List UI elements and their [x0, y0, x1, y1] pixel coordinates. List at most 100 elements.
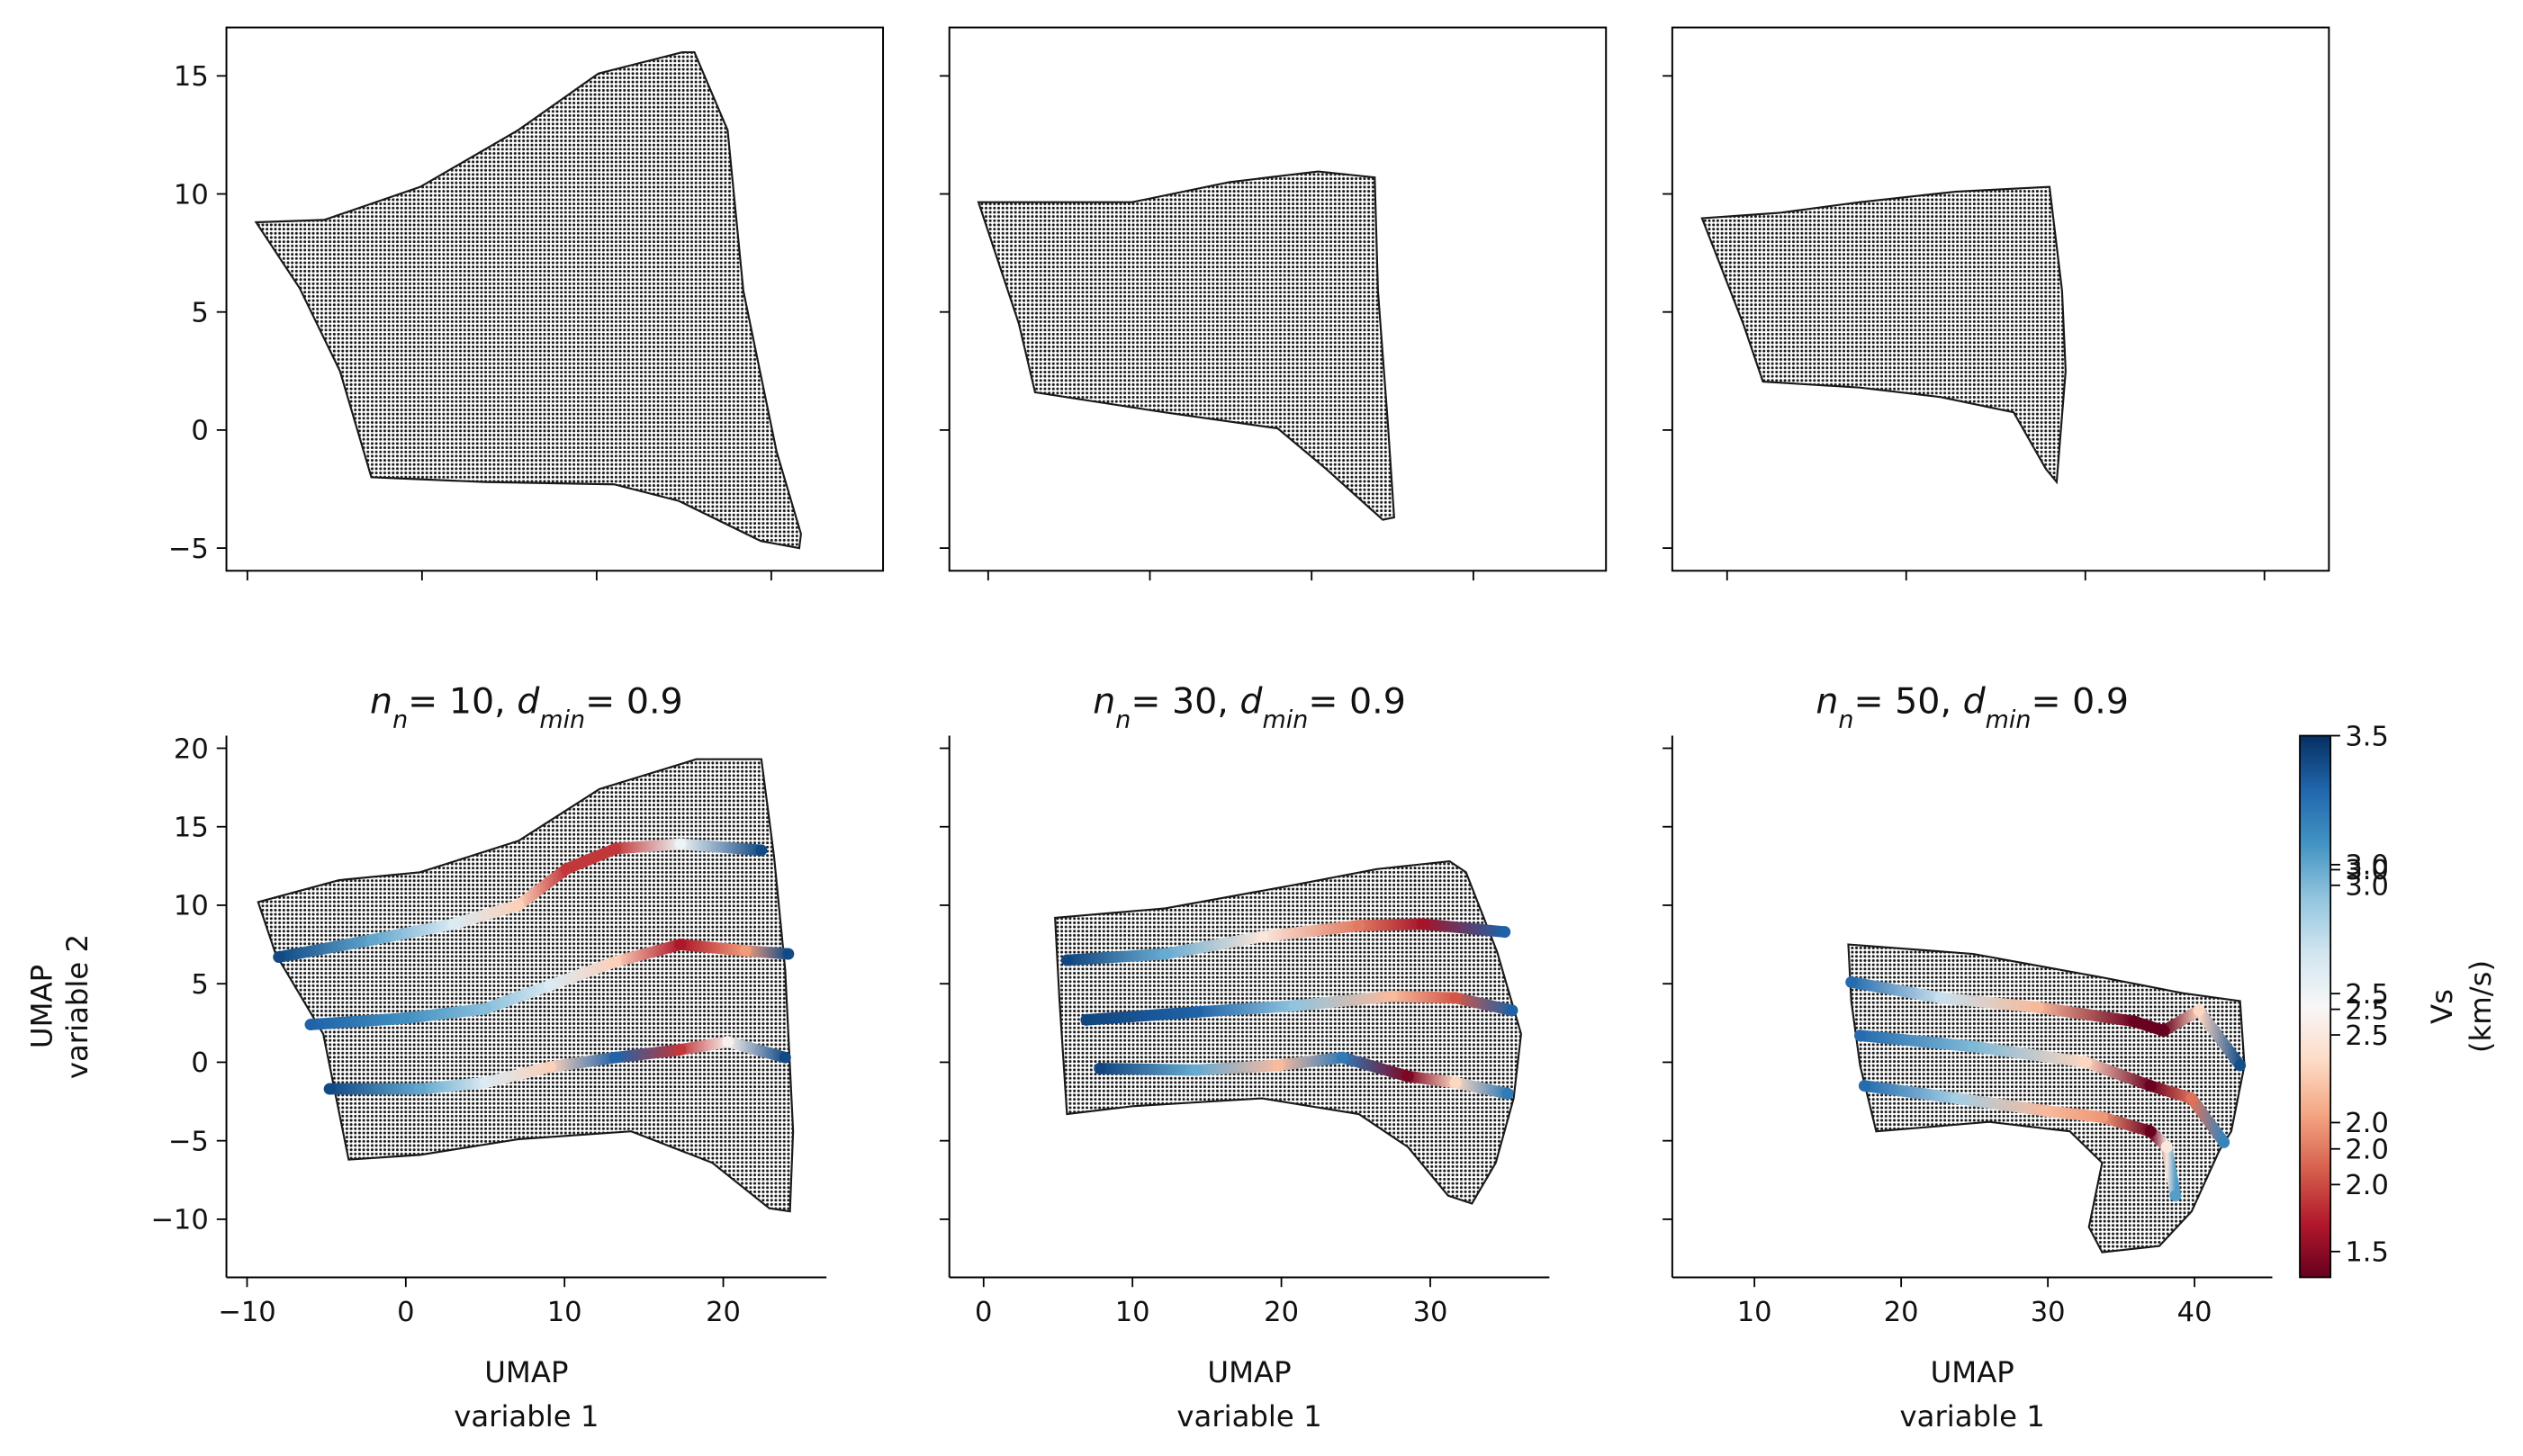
track-point: [609, 842, 622, 855]
y-tick-label: 20: [174, 733, 209, 765]
track-line: [323, 1036, 791, 1095]
track-point: [1858, 1080, 1870, 1092]
track-point: [544, 979, 556, 992]
track-point: [2128, 1015, 2140, 1028]
track-line: [304, 939, 795, 1030]
y-tick-label: −10: [150, 1205, 208, 1236]
title-part: n: [1115, 706, 1131, 733]
x-tick-label: 30: [1413, 1297, 1448, 1328]
colorbar-tick-label: 2.0: [2345, 1108, 2389, 1139]
axes-frame: [225, 26, 885, 572]
track-point: [1417, 918, 1429, 930]
point-cloud: [257, 758, 795, 1213]
axes-frame: [948, 26, 1608, 572]
colorbar: [2299, 734, 2332, 1279]
track-point: [479, 1076, 491, 1089]
track-point: [2234, 1059, 2247, 1072]
track-point: [1449, 1076, 1462, 1089]
track-line: [273, 838, 768, 963]
track-point: [2095, 1111, 2108, 1123]
track-point: [1289, 1000, 1301, 1012]
point-cloud: [1054, 859, 1522, 1205]
y-tick-label: 5: [191, 969, 208, 1001]
track-point: [755, 844, 768, 857]
track-point: [512, 899, 525, 912]
title-part: = 50,: [1854, 680, 1963, 722]
y-tick-label: 0: [191, 1047, 208, 1079]
track-point: [1501, 1087, 1514, 1100]
track-point: [2144, 1080, 2157, 1092]
track-point: [1080, 1013, 1093, 1026]
track-point: [1499, 926, 1511, 939]
track-point: [722, 1036, 734, 1048]
y-tick-label: −5: [168, 1126, 209, 1157]
colorbar-tick-label: 2.5: [2345, 979, 2389, 1011]
track-line: [1854, 1029, 2230, 1148]
y-tick-label: 0: [191, 416, 208, 447]
track-line: [1080, 990, 1518, 1026]
colorbar-tick-label: 2.5: [2345, 1020, 2389, 1052]
point-cloud: [254, 51, 802, 550]
track-point: [2080, 1056, 2092, 1068]
colorbar-label: Vs: [2425, 989, 2459, 1024]
title-part: n: [1838, 706, 1853, 733]
track-point: [2185, 1092, 2198, 1105]
title-part: n: [392, 706, 408, 733]
track-point: [1159, 948, 1172, 960]
x-tick-label: 10: [1115, 1297, 1150, 1328]
y-tick-label: 10: [174, 179, 209, 211]
track-point: [674, 838, 687, 850]
axes-frame: [1671, 26, 2330, 572]
track-point: [479, 1002, 491, 1015]
title-part: n: [370, 680, 392, 722]
colorbar-tick-label: 3.5: [2345, 721, 2389, 752]
panel-title: nn= 30, dmin= 0.9: [1093, 680, 1406, 732]
y-tick-label: 15: [174, 61, 209, 93]
track-point: [674, 939, 687, 951]
track-point: [366, 933, 379, 946]
x-tick-label: 20: [1884, 1297, 1919, 1328]
track-point: [273, 951, 285, 964]
track-point: [609, 956, 622, 968]
x-tick-label: 10: [1737, 1297, 1772, 1328]
track-point: [739, 945, 752, 957]
track-point: [1401, 1070, 1414, 1083]
point-cloud: [977, 170, 1395, 521]
colorbar-tick-label: 2.0: [2345, 1135, 2389, 1166]
track-point: [782, 948, 795, 960]
track-point: [414, 1083, 427, 1095]
track-point: [2032, 1001, 2044, 1013]
track-point: [1094, 1062, 1106, 1074]
track-line: [1061, 918, 1510, 966]
track-point: [1336, 1051, 1348, 1064]
x-tick-label: 40: [2177, 1297, 2212, 1328]
title-part: d: [1963, 680, 1987, 722]
panel-title: nn= 50, dmin= 0.9: [1816, 680, 2129, 732]
track-point: [2144, 1125, 2157, 1137]
track-point: [1449, 992, 1462, 1004]
track-point: [2160, 1141, 2173, 1154]
track-point: [1190, 1064, 1203, 1076]
track-point: [2158, 1025, 2170, 1038]
track-point: [1060, 954, 1073, 966]
track-point: [1967, 1040, 1979, 1053]
track-point: [1845, 975, 1858, 988]
track-point: [560, 863, 572, 876]
x-axis-label: variable 1: [1900, 1399, 2045, 1434]
title-part: min: [539, 706, 585, 733]
track-point: [1506, 1004, 1518, 1017]
x-axis-label: UMAP: [1931, 1355, 2014, 1389]
track-point: [1272, 1059, 1284, 1072]
track-point: [1256, 930, 1268, 943]
track-point: [609, 1051, 622, 1064]
x-tick-label: 20: [706, 1297, 741, 1328]
track-point: [398, 1012, 410, 1025]
x-tick-label: 10: [547, 1297, 582, 1328]
track-point: [1951, 1092, 1963, 1105]
track-point: [1854, 1029, 1866, 1042]
panel-title: nn= 10, dmin= 0.9: [370, 680, 683, 732]
track-point: [2169, 1190, 2182, 1202]
track-point: [323, 1083, 336, 1095]
